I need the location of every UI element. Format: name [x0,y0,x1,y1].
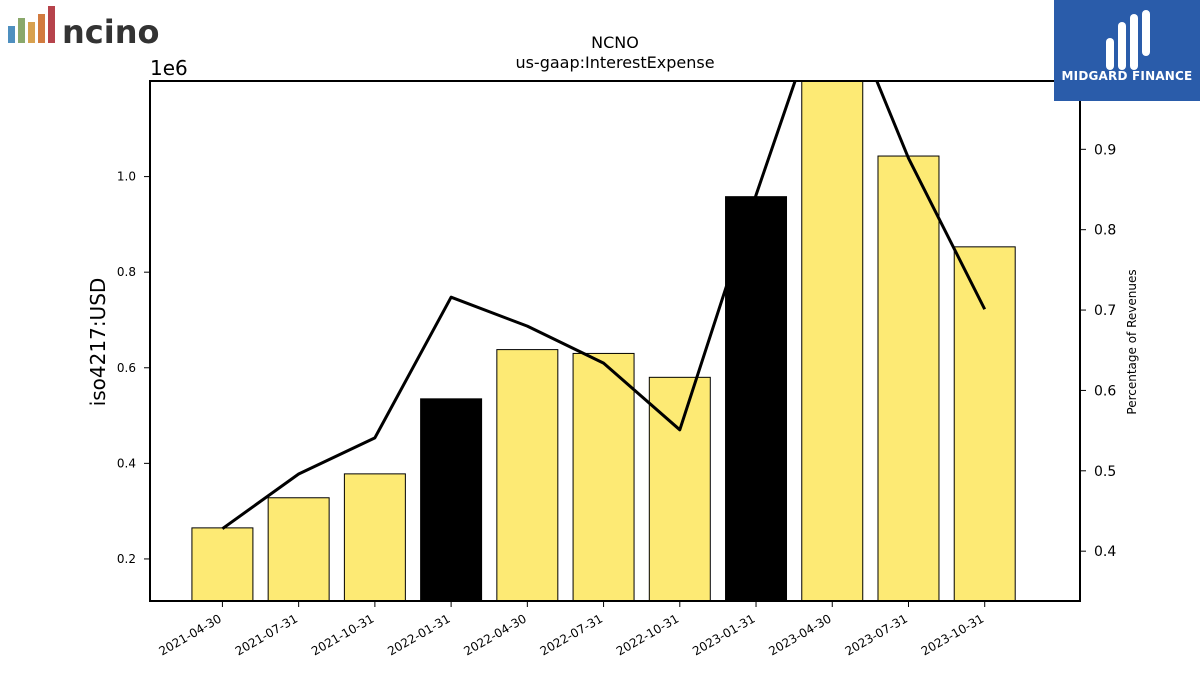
x-tick-label: 2023-01-31 [690,611,757,658]
y2-tick-label: 0.6 [1094,383,1116,399]
bar [420,398,483,601]
bar [191,527,254,601]
chart-title: NCNO [591,33,639,52]
x-tick-label: 2022-04-30 [461,611,528,658]
y2-tick-label: 0.9 [1094,142,1116,158]
midgard-logo-text: MIDGARD FINANCE [1061,69,1193,83]
x-tick-label: 2021-04-30 [157,611,224,658]
ncino-logo-bar-2 [18,18,25,43]
line-series [221,81,987,530]
ncino-logo-bar-1 [8,26,15,43]
midgard-finance-logo: MIDGARD FINANCE [1054,0,1200,101]
ncino-logo-text: ncino [62,13,159,48]
ncino-logo-bar-5 [48,6,55,43]
bar-group [191,81,1016,601]
bar [496,349,559,601]
y2-tick-label: 0.4 [1094,544,1116,560]
bar [343,473,406,601]
plot-frame [149,80,1081,602]
y-tick-label: 0.8 [117,265,136,279]
y-tick-label: 0.2 [117,552,136,566]
ncino-logo-bar-4 [38,14,45,43]
y2-axis-label: Percentage of Revenues [1125,269,1139,414]
bar [648,376,711,601]
bar [801,81,864,601]
y-offset-label: 1e6 [150,56,188,80]
x-tick-label: 2021-10-31 [309,611,376,658]
x-tick-label: 2022-07-31 [538,611,605,658]
bar [725,196,788,601]
x-tick-label: 2023-04-30 [766,611,833,658]
y-tick-label: 0.4 [117,456,136,470]
bar [572,352,635,601]
y2-tick-label: 0.8 [1094,223,1116,239]
line-group [221,81,987,530]
x-tick-label: 2023-10-31 [919,611,986,658]
x-tick-label: 2022-10-31 [614,611,681,658]
bar [267,497,330,601]
ncino-logo-bar-3 [28,22,35,43]
y-axis-label: iso4217:USD [86,278,110,407]
x-tick-label: 2023-07-31 [843,611,910,658]
y2-tick-label: 0.7 [1094,303,1116,319]
y-tick-label: 1.0 [117,170,136,184]
x-tick-label: 2021-07-31 [233,611,300,658]
chart-subtitle: us-gaap:InterestExpense [515,53,714,72]
ncino-logo: ncino [6,4,166,51]
y2-tick-label: 0.5 [1094,464,1116,480]
y-tick-label: 0.6 [117,361,136,375]
midgard-logo-mark [1106,10,1150,70]
bar [953,246,1016,601]
bar [877,155,940,601]
x-tick-label: 2022-01-31 [385,611,452,658]
